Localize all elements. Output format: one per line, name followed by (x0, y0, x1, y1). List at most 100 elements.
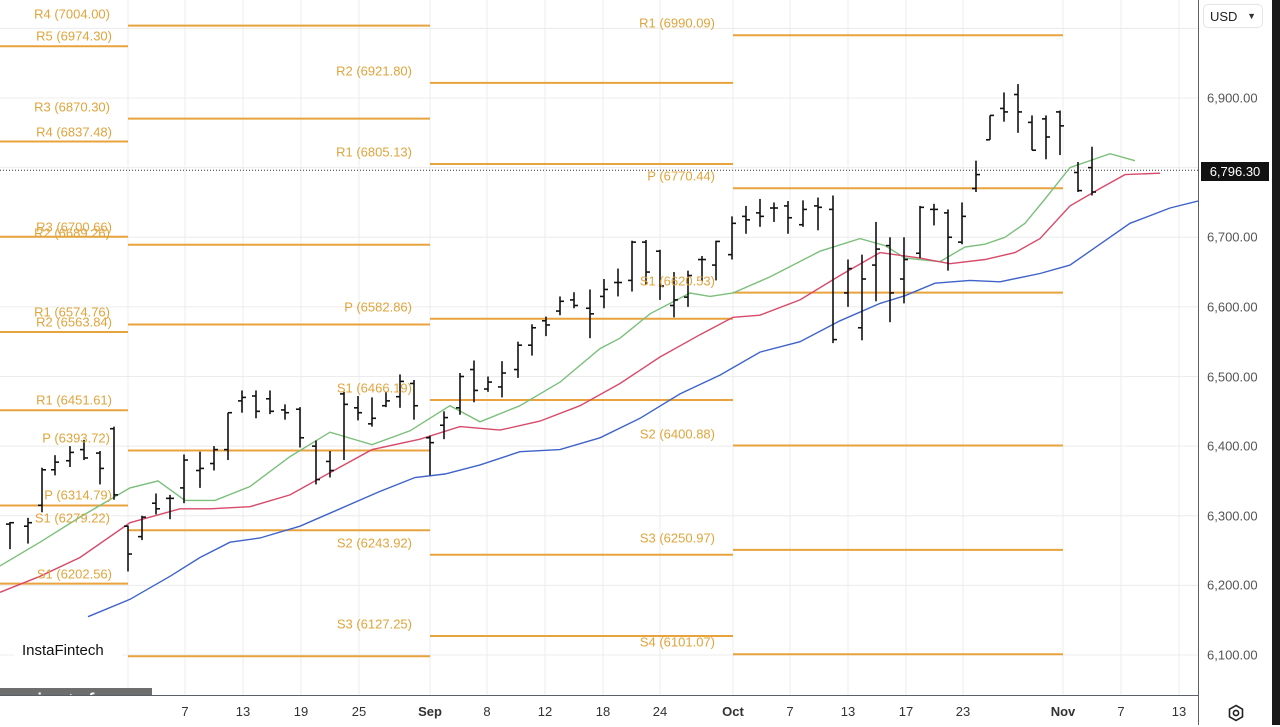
ohlc-bar (110, 426, 118, 500)
pivot-label-s2: S2 (6400.88) (639, 426, 715, 441)
ohlc-bar (814, 197, 822, 231)
ohlc-bar (484, 376, 492, 392)
time-axis-label: Sep (418, 704, 442, 719)
currency-select[interactable]: USD ▼ (1203, 4, 1263, 28)
time-axis-label: 13 (1171, 704, 1187, 719)
chevron-down-icon: ▼ (1247, 11, 1256, 21)
ohlc-bar (586, 289, 594, 339)
ohlc-bar (799, 200, 807, 227)
time-axis-label: 23 (955, 704, 971, 719)
time-axis-label: 8 (483, 704, 491, 719)
ohlc-bar (6, 521, 14, 550)
ohlc-bar (712, 240, 720, 281)
time-axis-label: 25 (351, 704, 367, 719)
pivot-label-r2: R2 (6921.80) (336, 63, 412, 79)
ohlc-bar (542, 316, 550, 337)
pivot-label-s1: S1 (6466.19) (336, 380, 412, 396)
plot-area[interactable]: R5 (6974.30) R4 (6837.48) R3 (6700.66) R2 (… (0, 0, 1198, 695)
pivot-label-s3: S3 (6250.97) (639, 530, 715, 546)
pivot-label-r1: R1 (6574.76) (34, 304, 110, 320)
ohlc-bar (326, 450, 334, 478)
ohlc-bar (396, 374, 404, 408)
ohlc-bar (570, 292, 578, 309)
price-chart-canvas (0, 0, 1198, 695)
ohlc-bar (238, 390, 246, 413)
ohlc-bar (498, 361, 506, 398)
ohlc-bar (844, 259, 852, 307)
ohlc-bar (340, 391, 348, 461)
ohlc-bar (514, 341, 522, 378)
time-axis-label: 13 (840, 704, 856, 719)
ohlc-bar (66, 446, 74, 468)
ohlc-bar (96, 450, 104, 485)
price-axis[interactable]: USD ▼ 6,900.00 6,700.00 6,600.00 6,500.00 6,… (1198, 0, 1273, 725)
ohlc-bar (930, 203, 938, 226)
pivot-label-p: P (6770.44) (647, 168, 715, 184)
ohlc-bar (1014, 84, 1022, 133)
ohlc-bar (614, 268, 622, 297)
ohlc-bar (916, 205, 924, 259)
ohlc-bar (600, 279, 608, 309)
ohlc-bar (224, 411, 232, 461)
settings-button[interactable] (1227, 704, 1245, 722)
ohlc-bar (1088, 146, 1096, 196)
ohlc-bar (196, 451, 204, 488)
time-axis[interactable]: 7 13 19 25 Sep 8 12 18 24 Oct 7 13 17 23 Nov 7 13 (0, 695, 1198, 726)
time-axis-label: Nov (1050, 704, 1076, 719)
pivot-label-r2: R2 (6563.84) (36, 314, 112, 330)
ohlc-bar (281, 404, 289, 420)
ohlc-bar (628, 240, 636, 292)
time-axis-label: 13 (235, 704, 251, 719)
ohlc-bar (80, 439, 88, 461)
price-axis-label: 6,100.00 (1207, 647, 1258, 663)
ohlc-bar (829, 195, 837, 344)
pivot-label-r4: R4 (7004.00) (34, 6, 110, 22)
ohlc-bar (440, 411, 448, 440)
price-axis-label: 6,400.00 (1207, 438, 1258, 454)
window-edge (1272, 0, 1280, 725)
ohlc-bar (124, 525, 132, 572)
currency-value: USD (1210, 8, 1238, 24)
pivot-label-r2: R2 (6689.26) (34, 225, 110, 241)
ohlc-bar (368, 397, 376, 427)
ohlc-bar (742, 205, 750, 234)
pivot-label-r1: R1 (6990.09) (639, 15, 715, 31)
pivot-label-r4: R4 (6837.48) (36, 124, 112, 140)
ohlc-bar (972, 160, 980, 192)
pivot-label-s3: S3 (6127.25) (336, 616, 412, 632)
price-axis-label: 6,700.00 (1207, 229, 1258, 245)
pivot-label-p: P (6582.86) (344, 299, 412, 315)
pivot-label-s1: S1 (6279.22) (34, 510, 110, 526)
time-axis-label: 7 (786, 704, 794, 719)
pivot-label-r1: R1 (6805.13) (336, 144, 412, 160)
ohlc-bar (180, 454, 188, 504)
ohlc-bar (410, 379, 418, 420)
ohlc-bar (958, 202, 966, 245)
ohlc-bar (728, 216, 736, 260)
price-axis-label: 6,500.00 (1207, 369, 1258, 384)
ohlc-bar (872, 221, 880, 302)
time-axis-label: Oct (722, 704, 744, 719)
ohlc-bar (886, 237, 894, 323)
price-axis-label: 6,200.00 (1207, 577, 1258, 593)
ohlc-bar (784, 201, 792, 234)
pivot-label-r3: R3 (6700.66) (36, 219, 112, 235)
pivot-label-s2: S2 (6243.92) (336, 535, 412, 551)
ohlc-bar (470, 360, 478, 403)
current-price-badge: 6,796.30 (1201, 162, 1269, 181)
pivot-label-r5: R5 (6974.30) (36, 28, 112, 44)
price-axis-label: 6,900.00 (1207, 90, 1258, 106)
ohlc-bar (900, 237, 908, 304)
ohlc-bar (51, 455, 59, 476)
instafintech-watermark: InstaFintech (14, 625, 122, 675)
ohlc-bar (642, 240, 650, 285)
time-axis-label: 12 (537, 704, 553, 719)
ohlc-bar (1000, 92, 1008, 122)
price-axis-label: 6,300.00 (1207, 508, 1258, 524)
ohlc-bar (252, 390, 260, 419)
ohlc-bar (166, 494, 174, 520)
pivot-label-s1: S1 (6620.53) (639, 273, 715, 289)
ohlc-bar (266, 390, 274, 415)
pivot-label-p: P (6314.79) (44, 487, 112, 503)
